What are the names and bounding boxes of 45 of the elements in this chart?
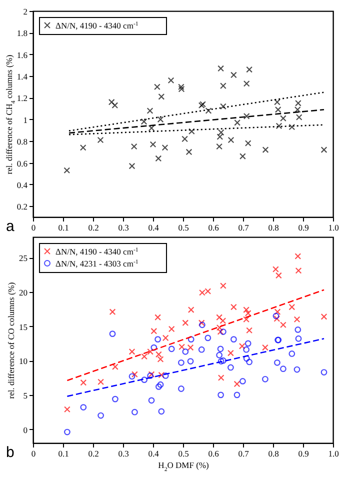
- x-tick-label: 1.0: [328, 448, 339, 458]
- x-tick-label: 0.3: [118, 222, 129, 232]
- legend-label: ΔN/N, 4190 - 4340 cm$^{-1}$: [56, 20, 138, 30]
- x-tick-label: 0.2: [88, 222, 99, 232]
- x-tick-label: 0: [31, 448, 36, 458]
- y-tick-label: 25: [19, 253, 28, 264]
- x-tick-label: 0.8: [268, 448, 279, 458]
- y-tick-label: 0: [23, 424, 28, 435]
- y-tick-label: 0.8: [16, 136, 28, 147]
- x-tick-label: 0.1: [58, 448, 69, 458]
- x-tick-label: 0.4: [148, 448, 160, 458]
- text: b: [6, 444, 14, 461]
- x-axis-title: H$_{2}$O DMF (%): [158, 460, 209, 473]
- y-tick-label: 10: [19, 356, 28, 366]
- y-tick-label: 1.6: [16, 50, 28, 60]
- x-tick-label: 0.6: [208, 448, 219, 458]
- legend-label: ΔN/N, 4231 - 4303 cm$^{-1}$: [56, 258, 138, 268]
- y-tick-label: 15: [19, 322, 28, 332]
- y-tick-label: 20: [19, 287, 28, 298]
- x-tick-label: 0.2: [88, 448, 99, 458]
- y-tick-label: 0.2: [16, 202, 28, 212]
- y-tick-label: 1.2: [16, 93, 28, 104]
- x-tick-label: 0: [31, 222, 36, 232]
- x-tick-label: 0.5: [178, 448, 189, 458]
- y-tick-label: 5: [23, 390, 28, 400]
- y-tick-label: 1.4: [16, 72, 28, 82]
- legend-label: ΔN/N, 4190 - 4340 cm$^{-1}$: [56, 246, 138, 256]
- y-axis-title: rel. difference of CO columns (%): [6, 282, 16, 399]
- x-tick-label: 0.8: [268, 222, 279, 232]
- y-tick-label: 2: [23, 6, 28, 16]
- x-tick-label: 0.6: [208, 222, 219, 232]
- x-tick-label: 0.9: [298, 222, 309, 232]
- x-tick-label: 0.9: [298, 448, 309, 458]
- x-tick-label: 0.4: [148, 222, 160, 232]
- x-tick-label: 0.3: [118, 448, 129, 458]
- y-tick-label: 0.4: [16, 180, 28, 190]
- x-tick-label: 0.5: [178, 222, 189, 232]
- y-tick-label: 1: [23, 114, 28, 125]
- x-tick-label: 0.1: [58, 222, 69, 232]
- y-tick-label: 0.6: [16, 158, 28, 168]
- text: a: [6, 218, 15, 235]
- x-tick-label: 0.7: [238, 448, 249, 458]
- x-tick-label: 0.7: [238, 222, 249, 232]
- x-tick-label: 1.0: [328, 222, 339, 232]
- y-tick-label: 1.8: [16, 28, 28, 38]
